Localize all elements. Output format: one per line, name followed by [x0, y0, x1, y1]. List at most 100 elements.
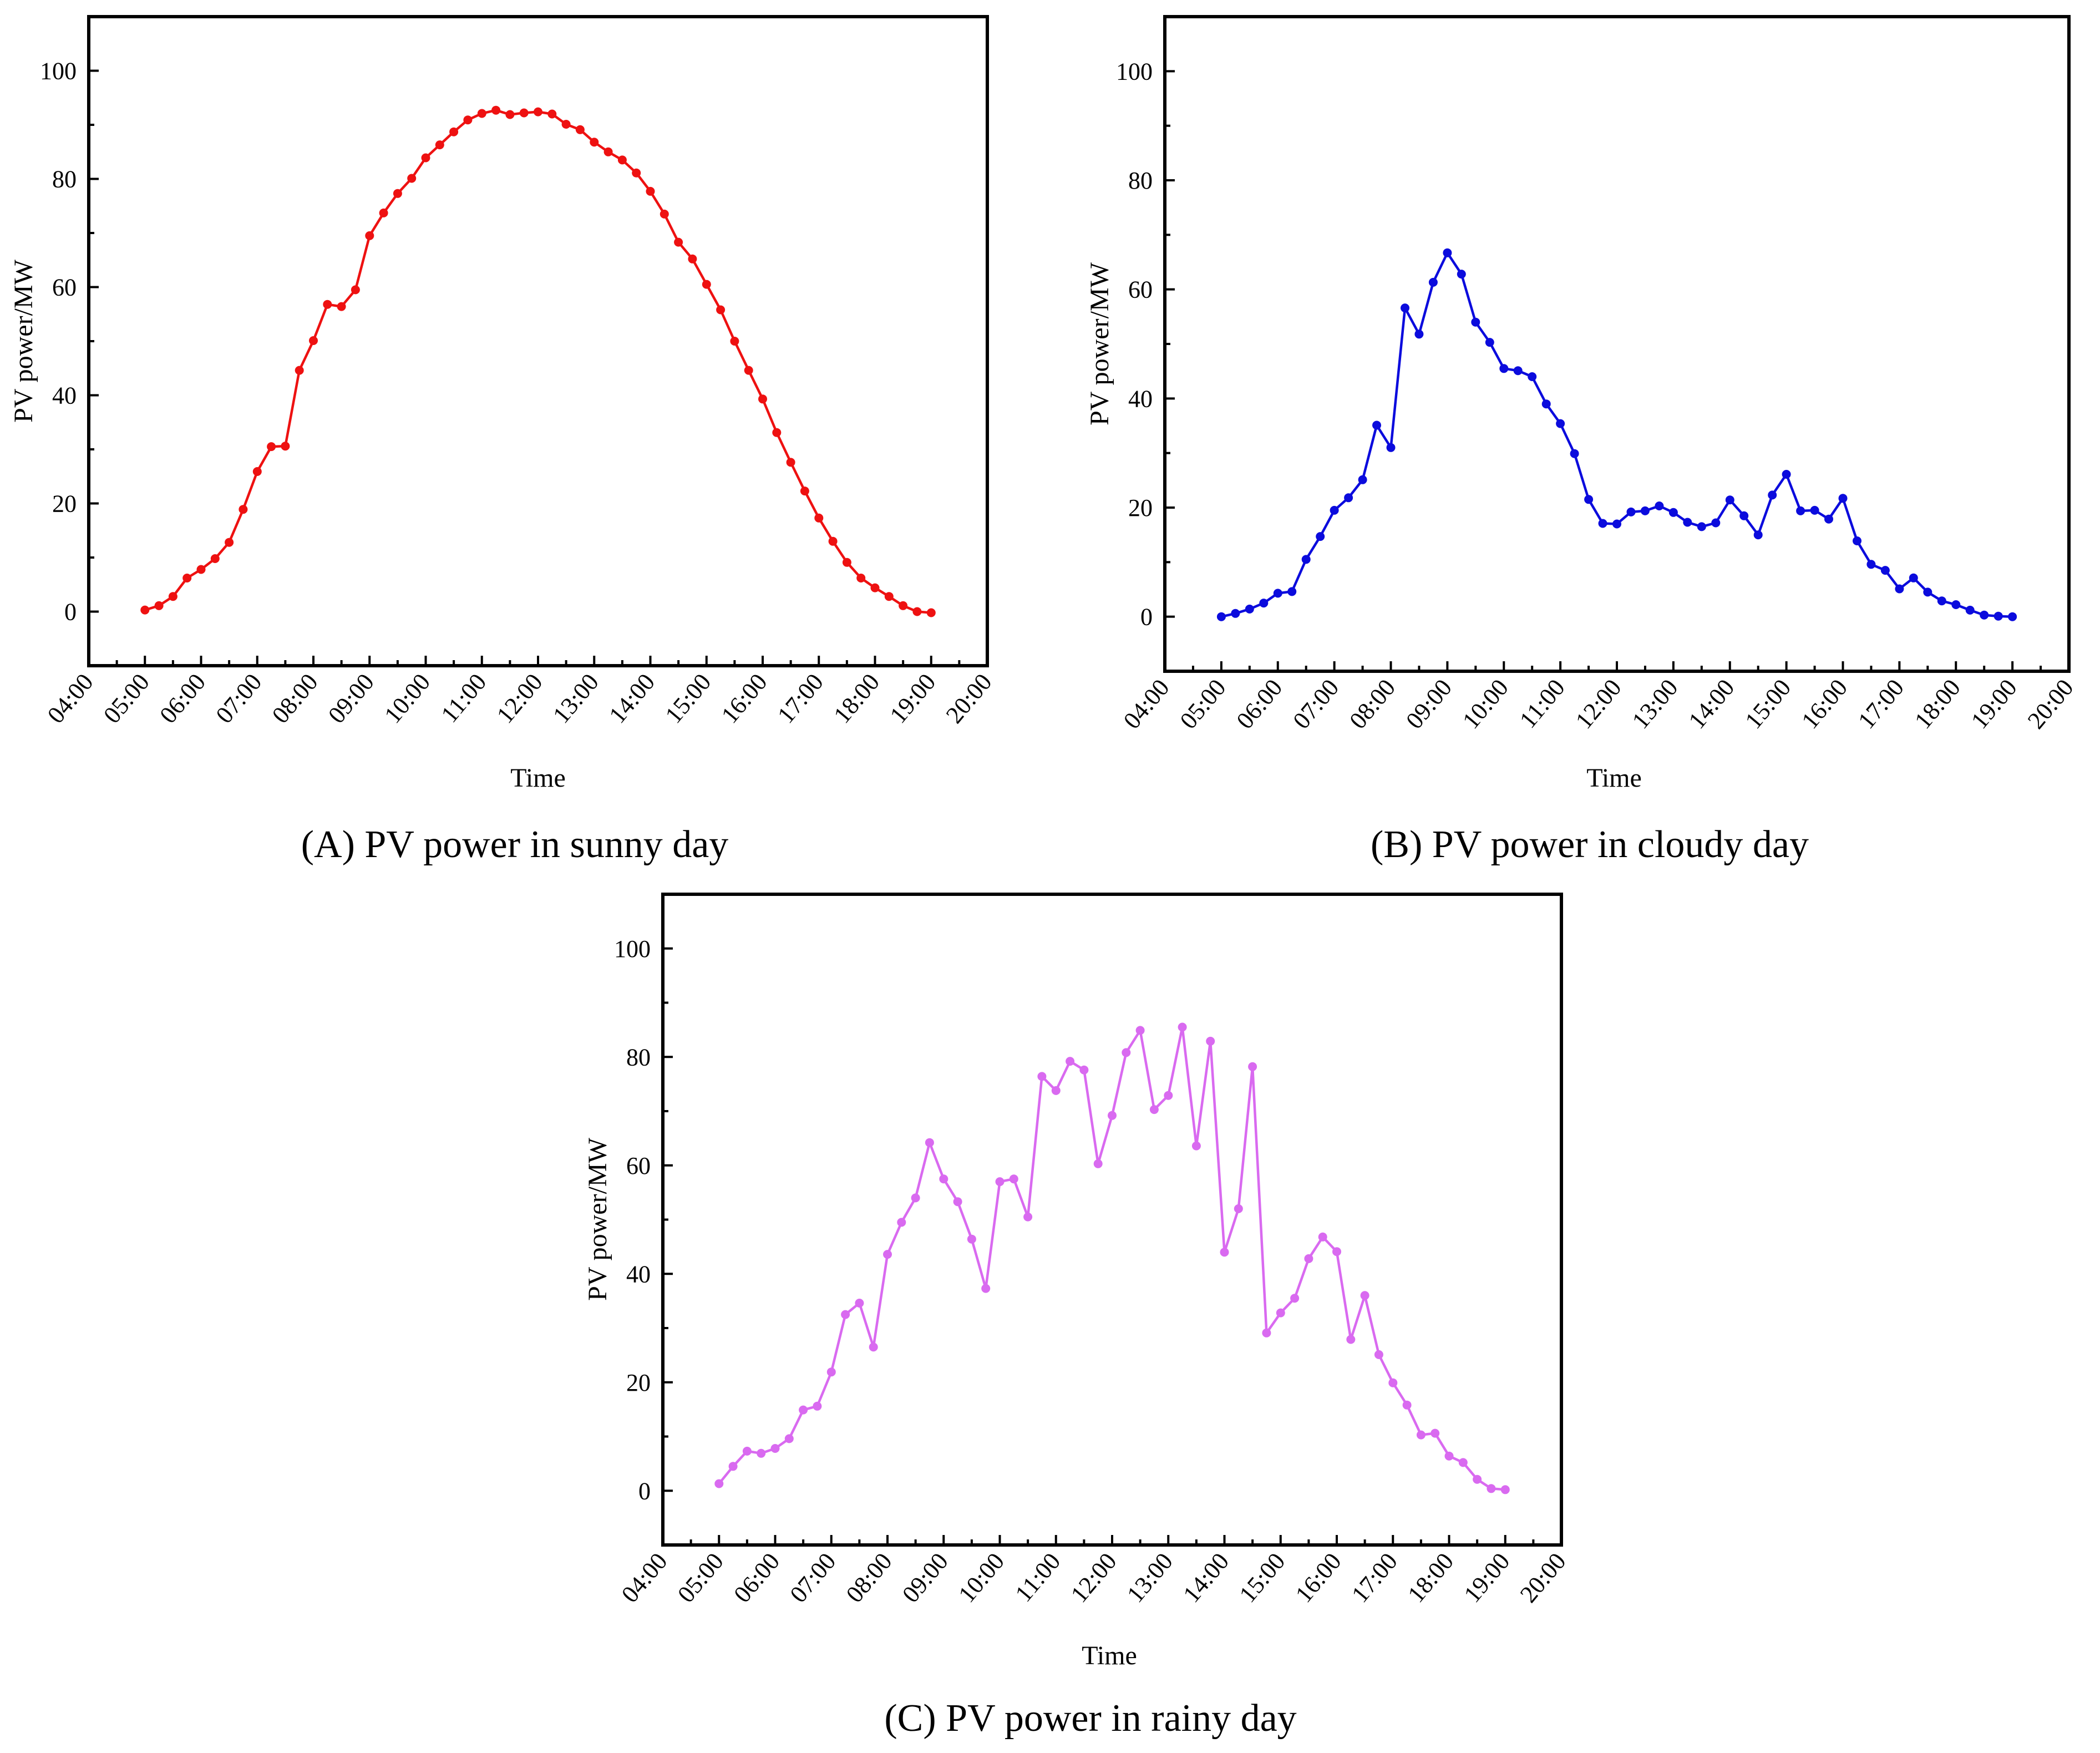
panel-caption: (A) PV power in sunny day	[301, 823, 729, 866]
data-point	[1951, 600, 1961, 609]
data-point	[1458, 1458, 1468, 1467]
data-point	[1612, 519, 1621, 529]
data-point	[1388, 1378, 1398, 1387]
data-point	[939, 1174, 948, 1184]
data-point	[1980, 610, 1989, 620]
data-point	[1149, 1105, 1159, 1114]
data-point	[1668, 508, 1678, 517]
data-point	[1216, 612, 1226, 621]
y-tick-label: 0	[638, 1477, 651, 1504]
x-tick-label: 04:00	[42, 668, 99, 728]
x-tick-label: 09:00	[1401, 674, 1457, 734]
data-point	[449, 127, 459, 136]
data-point	[421, 153, 430, 163]
data-point	[1528, 372, 1537, 381]
data-point	[281, 442, 290, 451]
x-tick-label: 15:00	[1234, 1548, 1290, 1608]
data-point	[1513, 366, 1523, 376]
data-point	[351, 285, 360, 295]
data-point	[981, 1284, 991, 1293]
data-point	[1570, 449, 1579, 458]
data-point	[140, 605, 150, 615]
data-point	[1206, 1036, 1215, 1046]
y-tick-label: 20	[626, 1369, 651, 1396]
x-tick-label: 13:00	[1627, 674, 1683, 734]
data-point	[1037, 1072, 1047, 1081]
x-tick-label: 04:00	[1118, 674, 1175, 734]
panel-caption: (B) PV power in cloudy day	[1371, 823, 1809, 866]
x-tick-label: 17:00	[1346, 1548, 1403, 1608]
data-point	[688, 254, 697, 264]
data-point	[1009, 1174, 1018, 1184]
data-point	[1276, 1308, 1285, 1318]
data-point	[772, 428, 782, 437]
data-point	[1471, 317, 1480, 327]
y-tick-label: 40	[1128, 385, 1153, 412]
data-point	[239, 505, 248, 514]
data-point	[1332, 1247, 1341, 1257]
data-point	[210, 554, 220, 563]
x-tick-label: 07:00	[210, 668, 267, 728]
y-tick-label: 40	[626, 1260, 651, 1288]
data-point	[1316, 532, 1325, 541]
x-tick-label: 18:00	[1909, 674, 1966, 734]
data-point	[1485, 338, 1494, 347]
data-point	[784, 1434, 794, 1443]
data-point	[1556, 419, 1565, 428]
y-axis-title: PV power/MW	[1085, 262, 1114, 425]
data-point	[1135, 1026, 1145, 1035]
series-cloudy	[1216, 248, 2017, 621]
data-point	[856, 574, 866, 582]
data-point	[1386, 443, 1396, 452]
data-point	[1318, 1232, 1327, 1242]
y-axis-title: PV power/MW	[9, 259, 38, 422]
series-sunny	[140, 105, 936, 617]
data-point	[323, 300, 332, 309]
data-point	[632, 168, 641, 178]
y-tick-label: 80	[1128, 167, 1153, 194]
data-point	[182, 574, 192, 582]
x-tick-label: 17:00	[1853, 674, 1909, 734]
data-point	[1443, 248, 1452, 257]
series-line	[1221, 251, 2013, 618]
data-point	[714, 1479, 724, 1488]
y-tick-label: 40	[52, 382, 77, 409]
x-axis-title: Time	[1082, 1641, 1137, 1670]
y-tick-label: 80	[626, 1043, 651, 1071]
data-point	[1584, 495, 1594, 504]
chart-panel-b: 0 20 40 60 80 100 04:00 05:00 06:00 07:00 08:00 09…	[1085, 15, 2079, 866]
x-tick-label: 05:00	[98, 668, 155, 728]
data-point	[1220, 1248, 1229, 1257]
data-point	[252, 467, 262, 476]
data-point	[309, 336, 318, 345]
data-point	[1122, 1048, 1131, 1057]
data-point	[1191, 1141, 1201, 1151]
data-point	[407, 174, 417, 183]
y-tick-label: 60	[52, 274, 77, 301]
x-tick-label: 10:00	[953, 1548, 1010, 1608]
data-point	[1079, 1065, 1089, 1075]
series-line	[144, 109, 931, 614]
data-point	[855, 1299, 864, 1308]
data-point	[617, 155, 627, 165]
data-point	[1273, 589, 1282, 598]
data-point	[196, 565, 206, 574]
data-point	[1487, 1484, 1496, 1493]
data-point	[1739, 511, 1749, 520]
data-point	[1304, 1254, 1313, 1263]
data-point	[1178, 1022, 1187, 1032]
data-point	[953, 1197, 962, 1207]
data-point	[365, 231, 374, 240]
x-tick-label: 10:00	[379, 668, 435, 728]
data-point	[1414, 330, 1424, 339]
data-point	[491, 105, 501, 115]
data-point	[1234, 1204, 1243, 1213]
data-point	[1782, 470, 1791, 479]
data-point	[1093, 1159, 1103, 1168]
x-tick-label: 13:00	[1122, 1548, 1178, 1608]
x-tick-label: 09:00	[897, 1548, 953, 1608]
data-point	[154, 601, 164, 610]
y-tick-label: 60	[1128, 276, 1153, 303]
data-point	[925, 1138, 934, 1147]
data-point	[1330, 505, 1339, 515]
